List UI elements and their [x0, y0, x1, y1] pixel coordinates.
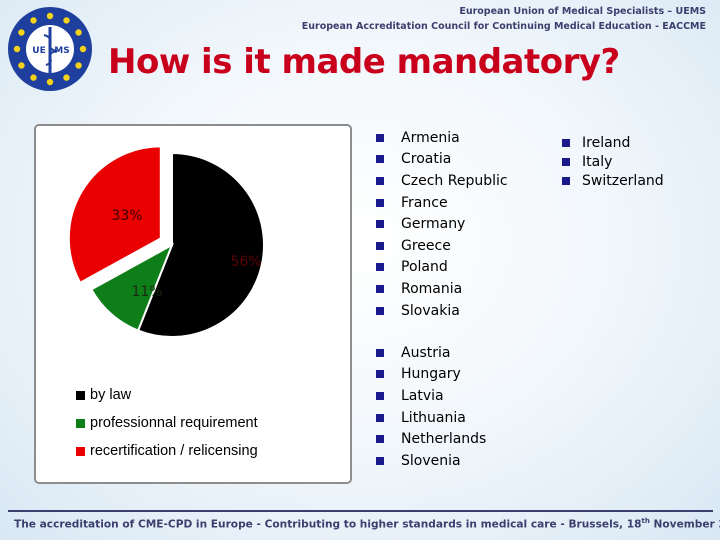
bullet-icon — [376, 413, 384, 422]
country-name: Lithuania — [401, 409, 466, 426]
country-item: Slovakia — [376, 300, 508, 322]
country-item: Poland — [376, 257, 508, 279]
chart-legend: by law professionnal requirement recertifi… — [76, 381, 258, 465]
bullet-icon — [376, 155, 384, 164]
country-name: Switzerland — [582, 172, 664, 189]
country-item: France — [376, 192, 508, 214]
country-name: France — [401, 194, 448, 211]
country-item: Hungary — [376, 364, 486, 386]
country-name: Slovenia — [401, 452, 461, 469]
bullet-icon — [376, 284, 384, 293]
bullet-icon — [376, 435, 384, 444]
pie-slice-2 — [67, 145, 162, 285]
bullet-icon — [376, 176, 384, 185]
bullet-icon — [562, 138, 570, 147]
footer-text: The accreditation of CME-CPD in Europe -… — [14, 517, 720, 531]
pie-label-2: 33% — [111, 208, 142, 224]
bullet-icon — [376, 241, 384, 250]
country-name: Greece — [401, 237, 451, 254]
country-list-by-law: Armenia Croatia Czech Republic France German… — [376, 127, 508, 321]
country-item: Croatia — [376, 149, 508, 171]
country-list-professional: Austria Hungary Latvia Lithuania Netherlands… — [376, 342, 486, 472]
legend-label: by law — [90, 387, 132, 403]
bullet-icon — [376, 198, 384, 207]
footer-sup: th — [641, 517, 650, 525]
pie-chart: 56% 11% 33% — [67, 145, 265, 338]
country-item: Greece — [376, 235, 508, 257]
bullet-icon — [376, 263, 384, 272]
legend-swatch — [76, 446, 85, 456]
bullet-icon — [376, 456, 384, 465]
legend-item-0: by law — [76, 381, 258, 409]
country-item: Italy — [562, 152, 664, 171]
header-line-2: European Accreditation Council for Conti… — [301, 21, 706, 32]
country-name: Poland — [401, 259, 448, 276]
pie-label-0: 56% — [230, 254, 261, 270]
header-line-1: European Union of Medical Specialists – … — [459, 6, 706, 17]
country-item: Czech Republic — [376, 170, 508, 192]
bullet-icon — [376, 391, 384, 400]
country-name: Czech Republic — [401, 172, 508, 189]
country-name: Slovakia — [401, 302, 460, 319]
legend-item-1: professionnal requirement — [76, 409, 258, 437]
pie-chart-panel: 56% 11% 33% by law professionnal requiremen… — [34, 124, 352, 484]
country-name: Hungary — [401, 366, 461, 383]
country-name: Germany — [401, 216, 466, 233]
country-name: Ireland — [582, 134, 631, 151]
legend-swatch — [76, 390, 85, 400]
country-item: Romania — [376, 278, 508, 300]
country-item: Armenia — [376, 127, 508, 149]
bullet-icon — [376, 133, 384, 142]
footer-tail: November 2011 — [653, 518, 720, 531]
bullet-icon — [376, 306, 384, 315]
legend-label: recertification / relicensing — [90, 443, 258, 459]
country-list-recertification: Ireland Italy Switzerland — [562, 133, 664, 191]
country-name: Croatia — [401, 151, 452, 168]
bullet-icon — [562, 157, 570, 166]
country-name: Latvia — [401, 387, 444, 404]
uems-logo-icon: UE MS — [8, 7, 92, 91]
country-item: Austria — [376, 342, 486, 364]
bullet-icon — [562, 176, 570, 185]
country-item: Switzerland — [562, 171, 664, 190]
pie-slice-0 — [136, 151, 265, 338]
bullet-icon — [376, 370, 384, 379]
country-item: Slovenia — [376, 450, 486, 472]
country-item: Netherlands — [376, 428, 486, 450]
country-name: Armenia — [401, 129, 460, 146]
country-item: Ireland — [562, 133, 664, 152]
country-item: Lithuania — [376, 407, 486, 429]
country-name: Romania — [401, 280, 463, 297]
page-title: How is it made mandatory? — [108, 42, 620, 82]
legend-item-2: recertification / relicensing — [76, 437, 258, 465]
logo-left-text: UE — [32, 46, 45, 56]
footer-main: The accreditation of CME-CPD in Europe -… — [14, 518, 642, 531]
footer-divider — [8, 510, 713, 512]
bullet-icon — [376, 348, 384, 357]
legend-label: professionnal requirement — [90, 415, 258, 431]
bullet-icon — [376, 220, 384, 229]
country-name: Netherlands — [401, 431, 487, 448]
pie-slice-1 — [90, 242, 174, 332]
pie-label-1: 11% — [131, 284, 162, 300]
country-item: Germany — [376, 213, 508, 235]
logo-right-text: MS — [54, 46, 69, 56]
country-name: Italy — [582, 153, 613, 170]
country-item: Latvia — [376, 385, 486, 407]
country-name: Austria — [401, 344, 451, 361]
legend-swatch — [76, 418, 85, 428]
